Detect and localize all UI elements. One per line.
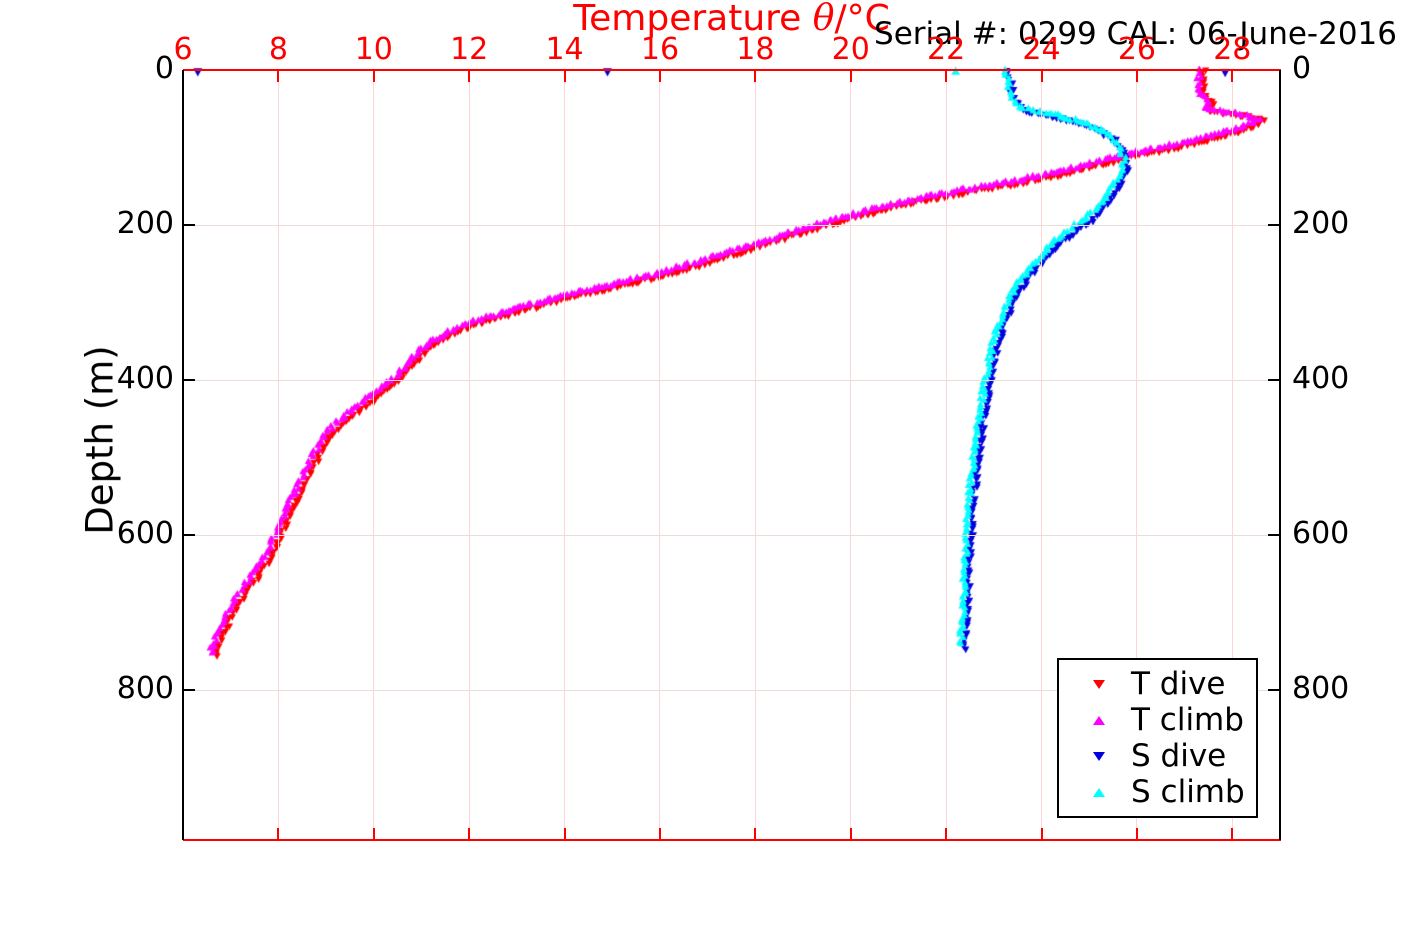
vertical-gridline [850, 70, 852, 840]
x-tick-label: 12 [450, 32, 489, 67]
x-tick-top [563, 71, 566, 82]
y-tick-label-left: 600 [116, 516, 174, 552]
x-tick-bottom [945, 828, 948, 839]
x-tick-bottom [658, 828, 661, 839]
horizontal-gridline [183, 379, 1280, 381]
x-tick-top [849, 71, 852, 82]
legend-item: S dive [1059, 738, 1256, 774]
x-tick-bottom [372, 828, 375, 839]
chart-title-prefix: Temperature [573, 0, 813, 39]
x-tick-bottom [754, 828, 757, 839]
x-tick-label: 22 [927, 32, 966, 67]
y-tick-label-left: 400 [116, 361, 174, 397]
vertical-gridline [945, 70, 947, 840]
x-tick-top [658, 71, 661, 82]
horizontal-gridline [183, 534, 1280, 536]
chart-title-suffix: /°C [834, 0, 890, 39]
x-tick-bottom [1231, 828, 1234, 839]
x-tick-top [1040, 71, 1043, 82]
y-tick-left [184, 689, 195, 692]
vertical-gridline [373, 70, 375, 840]
vertical-gridline [1231, 70, 1233, 840]
legend-item-label: T climb [1131, 702, 1244, 738]
x-tick-label: 28 [1213, 32, 1252, 67]
x-tick-bottom [563, 828, 566, 839]
legend-item-label: S climb [1131, 774, 1245, 810]
x-tick-bottom [1135, 828, 1138, 839]
x-tick-label: 26 [1117, 32, 1156, 67]
x-tick-label: 18 [736, 32, 775, 67]
y-axis-label: Depth (m) [78, 345, 122, 535]
vertical-gridline [1136, 70, 1138, 840]
vertical-gridline [564, 70, 566, 840]
x-axis-bottom [183, 839, 1281, 841]
x-tick-top [754, 71, 757, 82]
x-tick-label: 10 [354, 32, 393, 67]
triangle-up-icon [1093, 715, 1105, 725]
x-tick-label: 16 [640, 32, 680, 67]
legend-item-label: S dive [1131, 738, 1227, 774]
x-tick-label: 6 [173, 32, 193, 67]
vertical-gridline [754, 70, 756, 840]
serial-annotation: Serial #: 0299 CAL: 06-June-2016 [874, 16, 1397, 52]
legend-item: S climb [1059, 774, 1256, 810]
x-tick-bottom [1040, 828, 1043, 839]
vertical-gridline [659, 70, 661, 840]
x-tick-top [1135, 71, 1138, 82]
y-tick-label-right: 600 [1292, 516, 1350, 552]
y-tick-left [184, 379, 195, 382]
y-tick-label-right: 400 [1292, 361, 1350, 397]
x-tick-top [1231, 71, 1234, 82]
x-tick-label: 24 [1022, 32, 1061, 67]
y-tick-label-right: 800 [1292, 671, 1350, 707]
legend-item: T dive [1059, 666, 1256, 702]
x-tick-top [468, 71, 471, 82]
chart-title-theta: θ [812, 0, 835, 39]
triangle-down-icon [1093, 751, 1105, 761]
x-tick-bottom [849, 828, 852, 839]
y-tick-right [1268, 534, 1279, 537]
y-tick-right [1268, 224, 1279, 227]
x-axis-top [183, 69, 1281, 71]
y-tick-left [184, 224, 195, 227]
x-tick-label: 14 [545, 32, 584, 67]
horizontal-gridline [183, 224, 1280, 226]
legend-item: T climb [1059, 702, 1256, 738]
triangle-up-icon [1093, 787, 1105, 797]
y-tick-label-left: 800 [116, 671, 174, 707]
y-axis-left [182, 70, 184, 840]
vertical-gridline [277, 70, 279, 840]
y-tick-label-right: 200 [1292, 206, 1350, 242]
chart-title: Temperature θ/°C [183, 0, 1280, 39]
y-tick-label-left: 0 [154, 51, 174, 86]
horizontal-gridline [183, 689, 1280, 691]
y-tick-right [1268, 689, 1279, 692]
triangle-down-icon [1093, 679, 1105, 689]
vertical-gridline [468, 70, 470, 840]
vertical-gridline [1041, 70, 1043, 840]
y-tick-label-right: 0 [1292, 51, 1312, 86]
y-tick-label-left: 200 [116, 206, 174, 242]
legend-item-label: T dive [1131, 666, 1226, 702]
x-tick-top [945, 71, 948, 82]
y-tick-left [184, 534, 195, 537]
x-tick-top [277, 71, 280, 82]
y-tick-right [1268, 379, 1279, 382]
x-tick-label: 20 [831, 32, 870, 67]
legend-box: T dive T climb S dive S climb [1057, 658, 1258, 818]
x-tick-label: 8 [268, 32, 288, 67]
y-axis-right [1279, 70, 1281, 840]
x-tick-bottom [277, 828, 280, 839]
x-tick-bottom [468, 828, 471, 839]
x-tick-top [372, 71, 375, 82]
